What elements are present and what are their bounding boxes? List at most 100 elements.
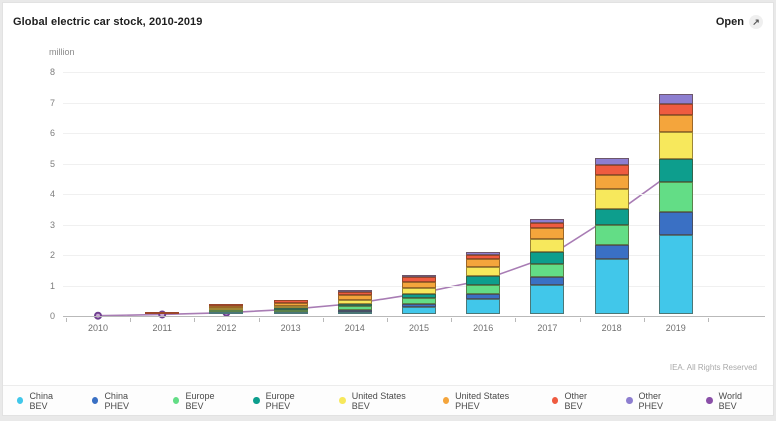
y-tick-label: 7 <box>49 97 55 108</box>
bar-segment[interactable] <box>337 289 372 292</box>
bar-segment[interactable] <box>530 263 565 277</box>
x-tick <box>579 318 581 322</box>
bar-segment[interactable] <box>530 223 565 229</box>
bar-segment[interactable] <box>402 307 436 314</box>
legend-label: United States BEV <box>351 390 406 411</box>
bar-segment[interactable] <box>466 254 501 259</box>
legend-dot-icon <box>339 397 346 404</box>
stacked-bar-2018[interactable] <box>594 158 629 314</box>
legend-item-china-phev[interactable]: China PHEV <box>91 390 151 411</box>
legend-item-world-bev[interactable]: World BEV <box>706 391 759 411</box>
bar-segment[interactable] <box>594 158 629 165</box>
bar-segment[interactable] <box>209 306 244 308</box>
chart-title: Global electric car stock, 2010-2019 <box>13 16 203 28</box>
open-button[interactable]: Open ↗ <box>716 15 763 29</box>
y-tick-label: 2 <box>49 250 55 260</box>
bar-segment[interactable] <box>530 285 565 314</box>
stacked-bar-2017[interactable] <box>530 218 565 314</box>
legend-label: China PHEV <box>104 390 129 411</box>
stacked-bar-2014[interactable] <box>337 289 372 314</box>
bar-segment[interactable] <box>594 189 629 209</box>
x-tick <box>451 318 453 322</box>
bar-segment[interactable] <box>402 298 436 305</box>
bar-segment[interactable] <box>530 218 565 224</box>
stacked-bar-2012[interactable] <box>209 304 244 314</box>
legend-item-europe-phev[interactable]: Europe PHEV <box>253 391 317 411</box>
bar-segment[interactable] <box>466 285 501 295</box>
stacked-bar-2011[interactable] <box>145 312 180 314</box>
legend-dot-icon <box>91 397 99 404</box>
bar-segment[interactable] <box>466 251 501 255</box>
gridline <box>63 194 765 195</box>
bar-segment[interactable] <box>658 235 693 314</box>
bar-segment[interactable] <box>466 294 501 300</box>
bar-segment[interactable] <box>530 276 565 286</box>
bar-segment[interactable] <box>402 277 436 282</box>
bar-segment[interactable] <box>658 182 693 212</box>
bar-segment[interactable] <box>594 164 629 175</box>
bar-segment[interactable] <box>530 228 565 240</box>
y-tick-label: 6 <box>49 128 55 138</box>
bar-segment[interactable] <box>658 114 693 132</box>
arrow-up-right-icon: ↗ <box>749 15 763 29</box>
bar-segment[interactable] <box>337 305 372 310</box>
x-axis-label: 2012 <box>216 323 237 333</box>
bar-segment[interactable] <box>658 131 693 159</box>
bar-segment[interactable] <box>530 239 565 252</box>
bar-segment[interactable] <box>466 267 501 277</box>
bar-segment[interactable] <box>209 304 244 306</box>
stacked-bar-2015[interactable] <box>402 275 436 314</box>
bar-segment[interactable] <box>337 294 372 300</box>
bar-segment[interactable] <box>658 211 693 236</box>
bar-segment[interactable] <box>402 281 436 288</box>
legend-item-united-states-bev[interactable]: United States BEV <box>339 391 420 411</box>
bar-segment[interactable] <box>337 291 372 295</box>
bar-segment[interactable] <box>273 312 308 314</box>
bar-segment[interactable] <box>273 300 308 303</box>
bar-segment[interactable] <box>402 275 436 278</box>
stacked-bar-2019[interactable] <box>658 93 693 314</box>
bar-segment[interactable] <box>273 302 308 306</box>
bar-segment[interactable] <box>402 293 436 299</box>
bar-segment[interactable] <box>658 158 693 183</box>
bar-segment[interactable] <box>209 312 244 314</box>
gridline <box>63 133 765 134</box>
x-tick <box>515 318 517 322</box>
bar-segment[interactable] <box>594 174 629 190</box>
stacked-bar-2013[interactable] <box>273 300 308 314</box>
legend-item-china-bev[interactable]: China BEV <box>17 391 70 411</box>
bar-segment[interactable] <box>594 245 629 260</box>
bar-segment[interactable] <box>658 93 693 104</box>
bar-segment[interactable] <box>337 311 372 314</box>
x-axis-label: 2015 <box>408 323 430 333</box>
stacked-bar-2016[interactable] <box>466 251 501 314</box>
bar-segment[interactable] <box>273 308 308 310</box>
bar-segment[interactable] <box>466 258 501 268</box>
legend-label: Europe PHEV <box>265 390 295 411</box>
bar-segment[interactable] <box>466 276 501 286</box>
bar-segment[interactable] <box>402 304 436 307</box>
bar-segment[interactable] <box>273 310 308 312</box>
legend-item-other-phev[interactable]: Other PHEV <box>626 391 684 411</box>
bar-segment[interactable] <box>273 305 308 308</box>
bar-segment[interactable] <box>594 208 629 225</box>
bar-segment[interactable] <box>530 251 565 264</box>
bar-segment[interactable] <box>402 287 436 294</box>
x-axis-label: 2017 <box>537 323 558 333</box>
bar-segment[interactable] <box>337 309 372 312</box>
legend-label: Other PHEV <box>638 390 664 411</box>
bar-segment[interactable] <box>466 299 501 314</box>
legend-item-europe-bev[interactable]: Europe BEV <box>173 391 231 411</box>
bar-segment[interactable] <box>337 303 372 306</box>
bar-segment[interactable] <box>209 310 244 312</box>
bar-segment[interactable] <box>594 224 629 246</box>
bar-segment[interactable] <box>209 308 244 310</box>
gridline <box>63 102 765 104</box>
legend-item-other-bev[interactable]: Other BEV <box>552 391 604 411</box>
x-axis-label: 2016 <box>473 323 494 333</box>
bar-segment[interactable] <box>337 299 372 304</box>
bar-segment[interactable] <box>145 312 180 314</box>
bar-segment[interactable] <box>594 259 629 314</box>
bar-segment[interactable] <box>658 103 693 115</box>
legend-item-united-states-phev[interactable]: United States PHEV <box>442 391 530 411</box>
